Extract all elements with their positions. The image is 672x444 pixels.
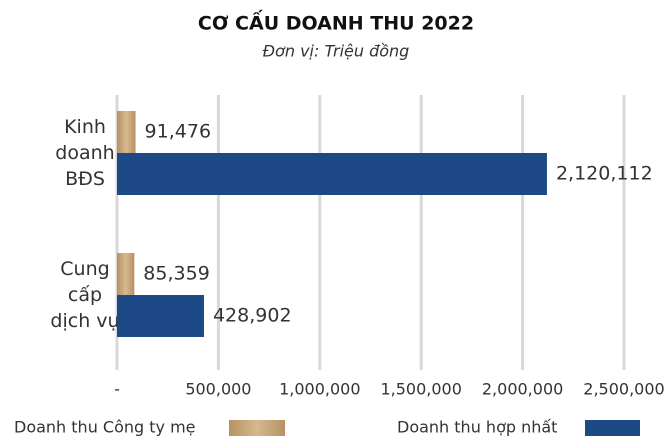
data-label: 91,476 (145, 121, 211, 143)
x-tick-label: 1,500,000 (380, 380, 461, 399)
legend-swatch (585, 420, 640, 436)
chart-title: CƠ CẤU DOANH THU 2022 (198, 9, 474, 35)
legend-label: Doanh thu hợp nhất (397, 418, 557, 437)
legend-swatch (229, 420, 285, 436)
y-tick-label: Cung cấp dịch vụ (50, 258, 119, 332)
data-label: 85,359 (143, 263, 209, 285)
bar (117, 253, 135, 295)
data-label: 428,902 (213, 305, 292, 327)
x-tick-label: 1,000,000 (279, 380, 360, 399)
y-tick-label: Kinh doanh BĐS (55, 116, 114, 190)
x-tick-label: - (114, 380, 120, 399)
x-tick-label: 2,000,000 (482, 380, 563, 399)
bar (117, 153, 547, 195)
legend-label: Doanh thu Công ty mẹ (14, 418, 196, 437)
bar (117, 295, 204, 337)
x-tick-label: 500,000 (185, 380, 251, 399)
x-tick-label: 2,500,000 (583, 380, 664, 399)
bar (117, 111, 136, 153)
chart-subtitle: Đơn vị: Triệu đồng (263, 42, 410, 61)
data-label: 2,120,112 (556, 163, 653, 185)
